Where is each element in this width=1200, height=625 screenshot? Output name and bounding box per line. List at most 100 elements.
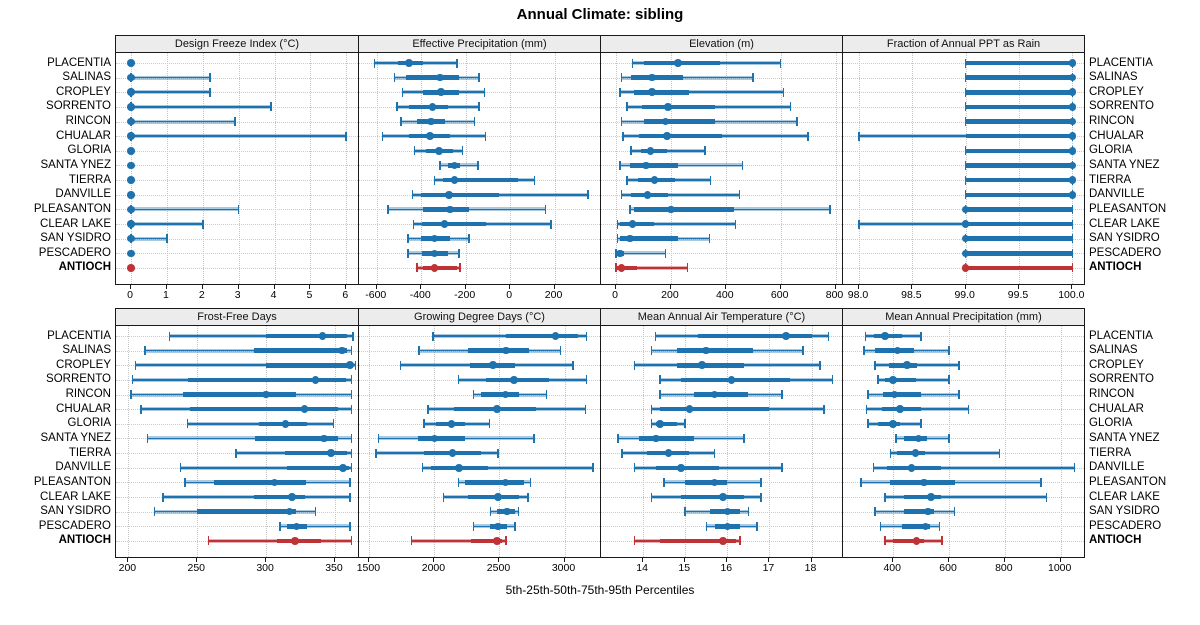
whisker-cap-low: [858, 131, 860, 141]
category-label-right: SALINAS: [1089, 71, 1138, 84]
axis-tick: [724, 285, 726, 289]
whisker-cap-high: [585, 331, 588, 341]
category-label-left: GLORIA: [67, 144, 111, 157]
category-label-left: GLORIA: [67, 417, 111, 430]
whisker-cap-high: [709, 175, 712, 185]
axis-tick-label: 200: [661, 289, 679, 301]
grid-line-horizontal: [601, 253, 842, 255]
median-dot: [674, 59, 682, 67]
axis-tick-label: 3: [234, 289, 241, 301]
grid-line-vertical: [554, 53, 556, 284]
panel-header: Elevation (m): [601, 36, 842, 53]
grid-line-vertical: [811, 326, 813, 557]
panel-elevation-m-: Elevation (m): [600, 36, 842, 284]
whisker-cap-low: [889, 448, 892, 458]
whisker-cap-high: [350, 404, 353, 414]
whisker-cap-high: [938, 521, 941, 531]
iqr-bar: [631, 75, 684, 80]
grid-line-horizontal: [116, 77, 358, 79]
category-label-left: SALINAS: [62, 344, 111, 357]
category-label-left: SAN YSIDRO: [40, 505, 111, 518]
median-dot: [961, 234, 970, 243]
iqr-bar: [183, 392, 297, 397]
panel-design-freeze-index-c-: Design Freeze Index (°C): [116, 36, 358, 284]
iqr-bar: [659, 406, 770, 412]
median-dot: [430, 234, 439, 243]
whisker-core: [620, 91, 784, 94]
median-dot: [661, 117, 670, 126]
median-dot: [426, 132, 434, 140]
whisker-cap-high: [550, 219, 552, 229]
category-label-left: RINCON: [65, 115, 111, 128]
grid-line-vertical: [564, 326, 566, 557]
median-dot: [1068, 132, 1077, 140]
whisker-cap-low: [629, 204, 631, 214]
category-label-left: SANTA YNEZ: [40, 158, 111, 171]
iqr-bar: [965, 251, 1073, 256]
axis-tick-label: 0: [127, 289, 133, 301]
category-label-left: SALINAS: [62, 71, 111, 84]
category-label-left: RINCON: [65, 388, 111, 401]
iqr-bar: [465, 480, 525, 485]
iqr-bar: [676, 363, 745, 368]
whisker-cap-low: [423, 419, 425, 429]
median-dot: [327, 449, 335, 457]
grid-line-horizontal: [359, 63, 600, 64]
median-dot: [1068, 88, 1077, 97]
whisker-cap-high: [684, 419, 686, 429]
grid-line-horizontal: [116, 92, 358, 94]
median-dot: [961, 249, 970, 258]
iqr-bar: [685, 480, 728, 485]
iqr-bar: [620, 236, 678, 241]
iqr-bar: [266, 333, 348, 339]
grid-line-vertical: [346, 53, 348, 284]
grid-line-horizontal: [359, 253, 600, 255]
whisker-cap-high: [544, 204, 547, 214]
category-label-right: TIERRA: [1089, 173, 1132, 186]
axis-tick: [433, 558, 435, 562]
iqr-bar: [655, 421, 677, 427]
whisker-cap-high: [664, 248, 667, 258]
whisker-cap-high: [349, 521, 351, 531]
median-dot: [493, 405, 501, 413]
whisker-cap-high: [739, 536, 741, 546]
grid-line-vertical: [376, 53, 378, 284]
whisker-cap-high: [1040, 477, 1042, 487]
whisker-cap-high: [461, 146, 464, 156]
category-label-left: PESCADERO: [38, 246, 111, 259]
whisker-cap-high: [789, 102, 791, 112]
whisker-cap-low: [411, 190, 414, 200]
grid-line-vertical: [780, 53, 782, 284]
grid-line-horizontal: [116, 526, 358, 528]
whisker-cap-low: [439, 160, 441, 170]
whisker-cap-high: [350, 433, 353, 443]
iqr-bar: [470, 538, 503, 544]
whisker-cap-high: [734, 219, 737, 229]
iqr-bar: [642, 104, 715, 110]
whisker-cap-high: [497, 448, 499, 458]
axis-tick: [948, 558, 950, 562]
whisker-core: [135, 364, 356, 367]
whisker-cap-low: [427, 404, 429, 414]
whisker-cap-high: [514, 521, 516, 531]
median-dot: [650, 176, 659, 184]
whisker-cap-low: [863, 346, 865, 356]
iqr-bar: [467, 348, 530, 353]
iqr-bar: [965, 75, 1073, 80]
axis-tick-label: -400: [409, 289, 431, 301]
category-label-right: PESCADERO: [1089, 519, 1162, 532]
grid-line-vertical: [835, 53, 837, 284]
whisker-cap-high: [779, 58, 782, 68]
whisker-cap-low: [884, 492, 886, 502]
grid-line-horizontal: [843, 121, 1084, 123]
median-dot: [1068, 117, 1077, 126]
median-dot: [664, 449, 673, 457]
median-dot: [961, 264, 970, 272]
iqr-bar: [681, 377, 791, 383]
axis-tick-label: 17: [762, 562, 775, 574]
whisker-cap-low: [407, 234, 409, 244]
whisker-core: [621, 76, 754, 79]
axis-tick: [420, 285, 422, 289]
whisker-cap-high: [234, 117, 236, 127]
whisker-cap-low: [654, 331, 657, 341]
